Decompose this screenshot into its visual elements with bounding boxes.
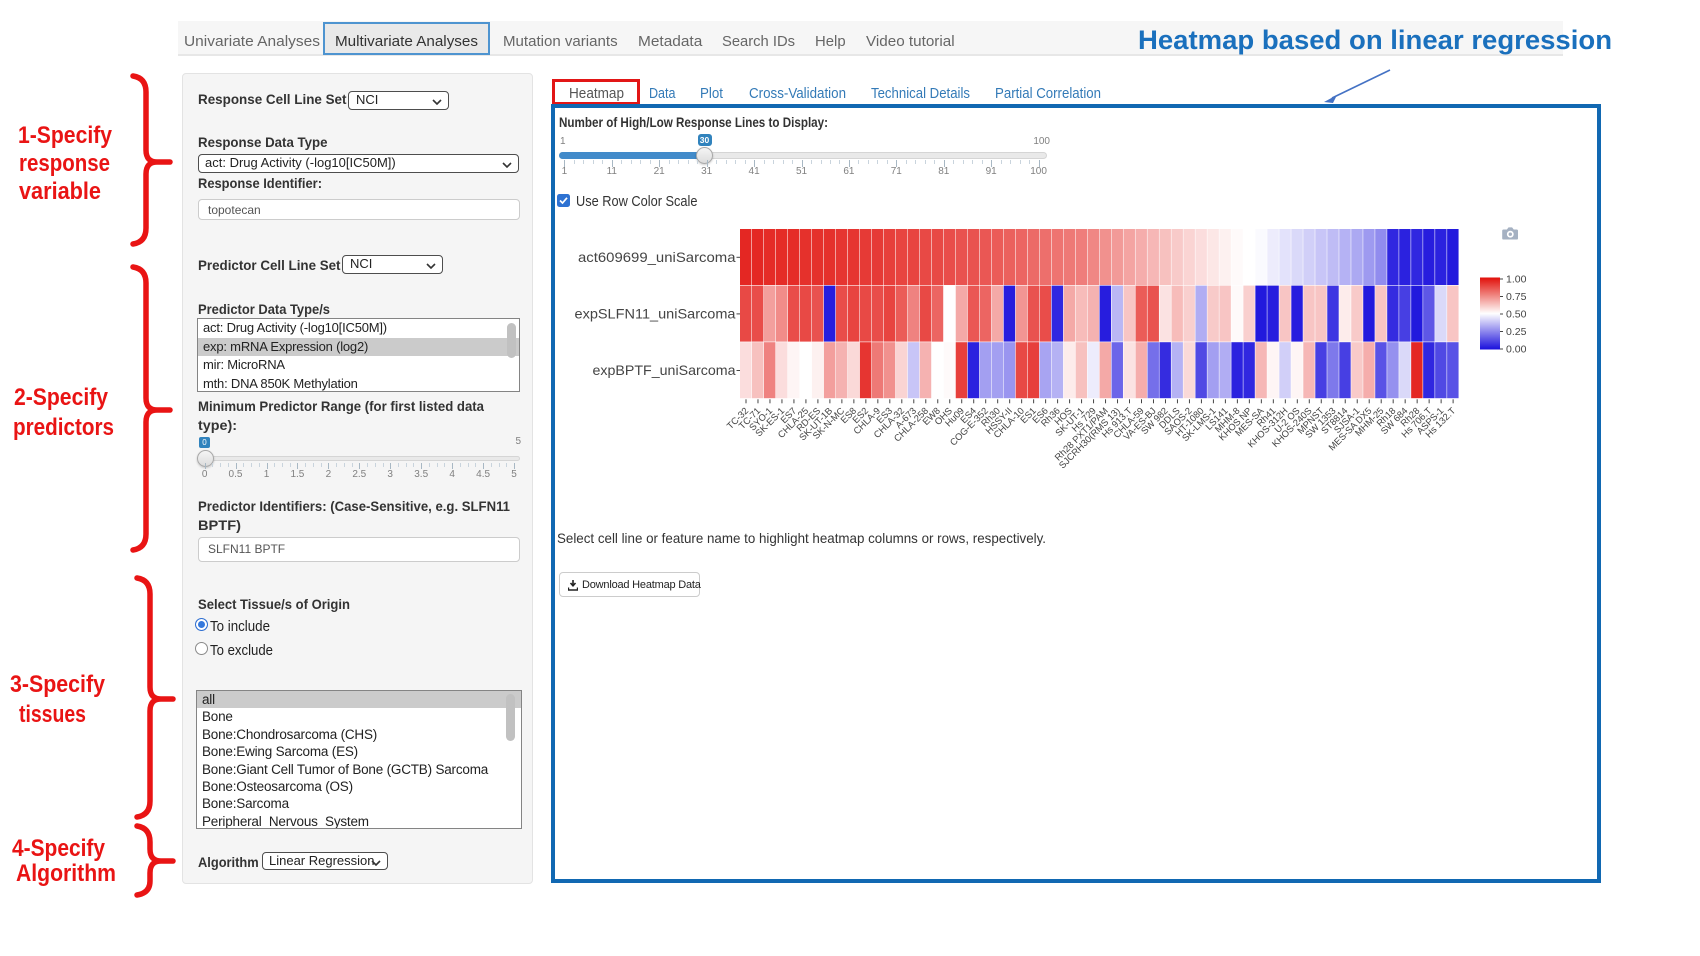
svg-text:0.75: 0.75 [1506, 291, 1527, 303]
svg-text:0.50: 0.50 [1506, 309, 1527, 321]
svg-text:0.25: 0.25 [1506, 326, 1527, 338]
svg-text:1.00: 1.00 [1506, 274, 1527, 286]
svg-text:expBPTF_uniSarcoma: expBPTF_uniSarcoma [593, 362, 736, 378]
svg-text:0.00: 0.00 [1506, 344, 1527, 356]
svg-text:act609699_uniSarcoma: act609699_uniSarcoma [578, 249, 736, 265]
svg-text:expSLFN11_uniSarcoma: expSLFN11_uniSarcoma [575, 305, 736, 321]
